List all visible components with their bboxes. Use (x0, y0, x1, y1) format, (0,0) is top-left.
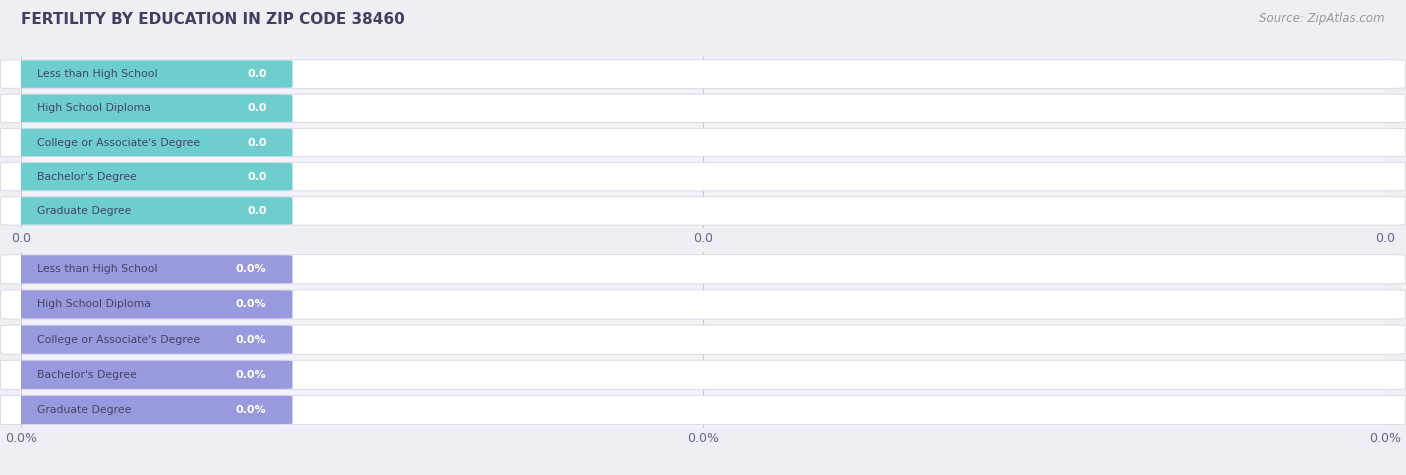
Text: 0.0: 0.0 (247, 206, 267, 216)
FancyBboxPatch shape (0, 60, 1406, 88)
Text: 0.0: 0.0 (247, 69, 267, 79)
Text: 0.0%: 0.0% (236, 334, 267, 345)
FancyBboxPatch shape (7, 197, 292, 225)
Text: Graduate Degree: Graduate Degree (38, 405, 132, 415)
FancyBboxPatch shape (0, 325, 1406, 354)
Text: FERTILITY BY EDUCATION IN ZIP CODE 38460: FERTILITY BY EDUCATION IN ZIP CODE 38460 (21, 12, 405, 27)
FancyBboxPatch shape (7, 95, 292, 122)
FancyBboxPatch shape (0, 94, 1406, 123)
FancyBboxPatch shape (7, 361, 292, 389)
FancyBboxPatch shape (7, 60, 292, 88)
Text: Bachelor's Degree: Bachelor's Degree (38, 370, 138, 380)
FancyBboxPatch shape (7, 290, 292, 319)
FancyBboxPatch shape (0, 197, 1406, 225)
FancyBboxPatch shape (7, 255, 292, 284)
Text: 0.0: 0.0 (247, 103, 267, 114)
Text: Graduate Degree: Graduate Degree (38, 206, 132, 216)
FancyBboxPatch shape (7, 325, 292, 354)
FancyBboxPatch shape (0, 128, 1406, 157)
Text: Source: ZipAtlas.com: Source: ZipAtlas.com (1260, 12, 1385, 25)
Text: High School Diploma: High School Diploma (38, 103, 152, 114)
Text: College or Associate's Degree: College or Associate's Degree (38, 334, 201, 345)
FancyBboxPatch shape (0, 360, 1406, 390)
Text: 0.0: 0.0 (247, 137, 267, 148)
Text: 0.0%: 0.0% (236, 405, 267, 415)
FancyBboxPatch shape (0, 255, 1406, 284)
FancyBboxPatch shape (7, 129, 292, 156)
Text: Less than High School: Less than High School (38, 69, 157, 79)
Text: High School Diploma: High School Diploma (38, 299, 152, 310)
FancyBboxPatch shape (7, 163, 292, 190)
FancyBboxPatch shape (7, 396, 292, 424)
Text: 0.0%: 0.0% (236, 264, 267, 275)
FancyBboxPatch shape (0, 162, 1406, 191)
Text: 0.0%: 0.0% (236, 370, 267, 380)
Text: College or Associate's Degree: College or Associate's Degree (38, 137, 201, 148)
FancyBboxPatch shape (0, 290, 1406, 319)
Text: Bachelor's Degree: Bachelor's Degree (38, 171, 138, 182)
FancyBboxPatch shape (0, 395, 1406, 425)
Text: Less than High School: Less than High School (38, 264, 157, 275)
Text: 0.0: 0.0 (247, 171, 267, 182)
Text: 0.0%: 0.0% (236, 299, 267, 310)
